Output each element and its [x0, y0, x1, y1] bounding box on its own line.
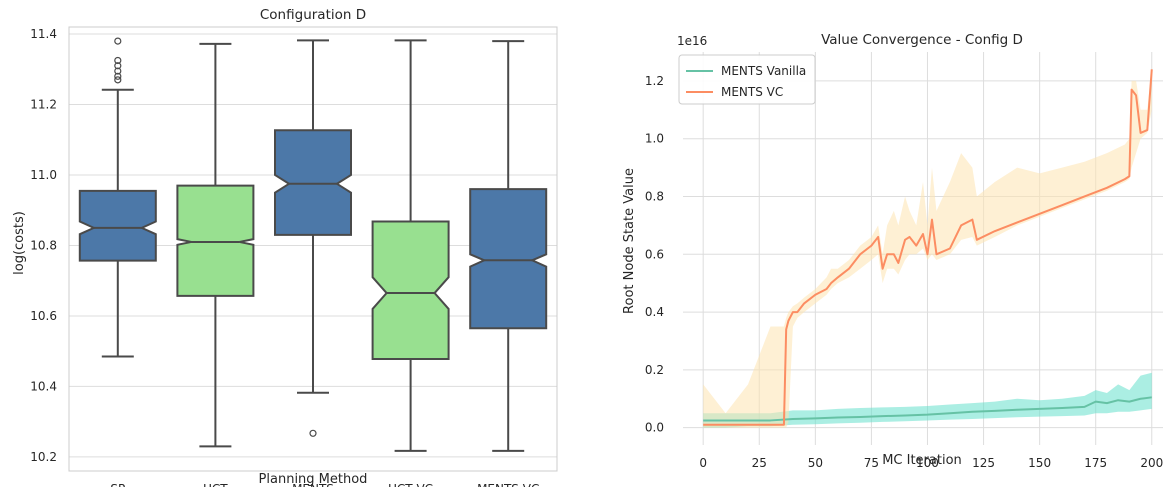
- convergence-y-tick-label: 1.0: [645, 132, 664, 146]
- outlier-point: [114, 62, 122, 70]
- box-body: [371, 220, 450, 360]
- boxplot-boxes: [78, 37, 548, 452]
- box-sp: [78, 37, 157, 358]
- boxplot-frame: [68, 26, 558, 472]
- convergence-y-tick-label: 0.6: [645, 247, 664, 261]
- outlier-point: [309, 429, 317, 437]
- convergence-x-tick-label: 150: [1028, 456, 1051, 470]
- convergence-x-tick-label: 100: [916, 456, 939, 470]
- series-line-ments-vc: [703, 69, 1153, 426]
- boxplot-x-axis-label: Planning Method: [259, 472, 368, 487]
- boxplot-title: Configuration D: [260, 7, 366, 23]
- convergence-x-tick-label: 175: [1084, 456, 1107, 470]
- convergence-x-ticks: 0 25 50 75 100 125 150 175 200: [699, 456, 1163, 470]
- boxplot-y-tick-label: 10.8: [30, 238, 57, 252]
- boxplot-x-tick-label: UCT: [203, 482, 228, 487]
- convergence-y-tick-label: 0.2: [645, 363, 664, 377]
- outlier-point: [114, 76, 122, 84]
- box-ments: [274, 39, 352, 437]
- boxplot-x-tick-label: UCT VC: [388, 482, 433, 487]
- convergence-chart: Value Convergence - Config D 1e16 0.0 0.2…: [622, 32, 1163, 470]
- box-ments-vc: [469, 40, 548, 452]
- outlier-point: [114, 72, 122, 80]
- outlier-point: [114, 67, 122, 75]
- boxplot-x-tick-label: MENTS VC: [477, 482, 539, 487]
- band-ments-vanilla: [703, 372, 1152, 428]
- boxplot-y-tick-label: 10.6: [30, 309, 57, 323]
- box-body: [274, 129, 352, 236]
- convergence-x-tick-label: 50: [808, 456, 823, 470]
- box-uct: [176, 42, 255, 448]
- boxplot-y-tick-label: 10.2: [30, 450, 57, 464]
- box-body: [78, 189, 157, 262]
- legend-label: MENTS Vanilla: [721, 64, 806, 78]
- boxplot-y-ticks: 10.2 10.4 10.6 10.8 11.0 11.2 11.4: [30, 27, 57, 464]
- boxplot-y-tick-label: 11.4: [30, 27, 57, 41]
- convergence-x-tick-label: 200: [1140, 456, 1163, 470]
- convergence-x-tick-label: 25: [752, 456, 767, 470]
- convergence-y-scale-label: 1e16: [677, 34, 707, 48]
- box-body: [176, 184, 255, 297]
- boxplot-y-tick-label: 11.2: [30, 98, 57, 112]
- boxplot-y-axis-label: log(costs): [12, 211, 27, 275]
- outlier-point: [114, 37, 122, 45]
- boxplot-y-tick-label: 10.4: [30, 379, 57, 393]
- boxplot-chart: Configuration D 10.2 10.4 10.6 10.8 11.0 11.2…: [12, 7, 558, 491]
- convergence-y-tick-label: 0.0: [645, 421, 664, 435]
- convergence-x-tick-label: 0: [699, 456, 707, 470]
- convergence-title: Value Convergence - Config D: [821, 32, 1023, 48]
- boxplot-y-tick-label: 11.0: [30, 168, 57, 182]
- convergence-legend: MENTS Vanilla MENTS VC: [678, 54, 816, 105]
- convergence-x-tick-label: 125: [972, 456, 995, 470]
- box-body: [469, 188, 548, 330]
- legend-label: MENTS VC: [721, 85, 783, 99]
- convergence-x-tick-label: 75: [864, 456, 879, 470]
- series-line-ments-vanilla: [703, 396, 1152, 422]
- convergence-y-tick-label: 0.8: [645, 189, 664, 203]
- convergence-y-ticks: 0.0 0.2 0.4 0.6 0.8 1.0 1.2: [645, 74, 664, 435]
- box-uct-vc: [371, 39, 450, 452]
- convergence-y-tick-label: 1.2: [645, 74, 664, 88]
- outlier-point: [114, 56, 122, 65]
- boxplot-x-tick-label: SP: [110, 482, 125, 487]
- convergence-series: [703, 66, 1153, 428]
- convergence-y-tick-label: 0.4: [645, 305, 664, 319]
- convergence-y-axis-label: Root Node State Value: [622, 168, 637, 314]
- convergence-x-axis-label: MC Iteration: [882, 453, 962, 468]
